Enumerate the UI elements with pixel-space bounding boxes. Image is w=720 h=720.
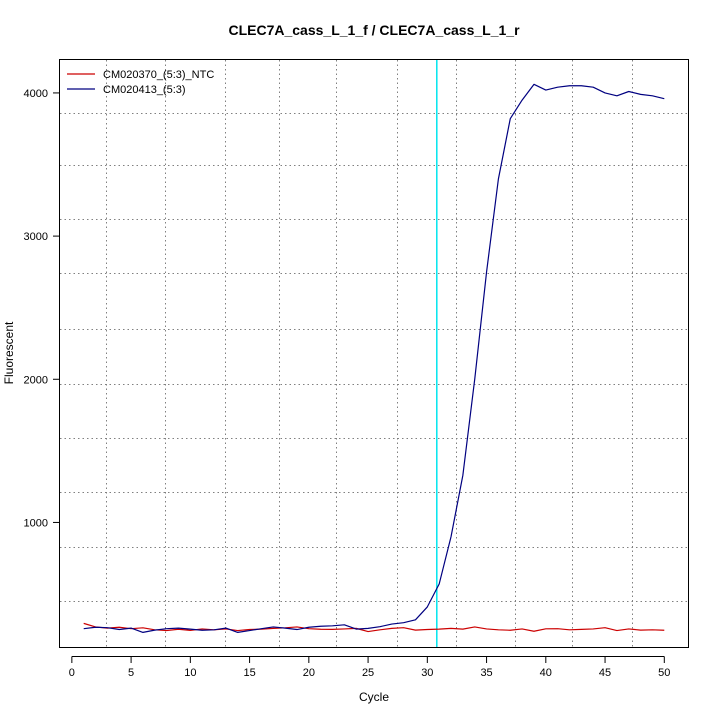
x-tick-label: 30 bbox=[421, 667, 433, 679]
y-tick-label: 4000 bbox=[24, 88, 48, 100]
y-axis-label: Fluorescent bbox=[2, 321, 16, 384]
series-line-1 bbox=[83, 622, 665, 633]
y-tick-label: 2000 bbox=[24, 374, 48, 386]
x-axis: 0 5 10 15 20 25 30 35 40 45 50 bbox=[69, 656, 670, 679]
x-tick-label: 40 bbox=[540, 667, 552, 679]
y-tick-label: 3000 bbox=[24, 231, 48, 243]
x-tick-label: 10 bbox=[184, 667, 196, 679]
y-tick-label: 1000 bbox=[24, 517, 48, 529]
y-axis: 1000 2000 3000 4000 bbox=[24, 88, 60, 529]
legend-label: CM020370_(5:3)_NTC bbox=[103, 69, 214, 81]
chart-title: CLEC7A_cass_L_1_f / CLEC7A_cass_L_1_r bbox=[228, 22, 520, 38]
legend-label: CM020413_(5:3) bbox=[103, 84, 186, 96]
series-line-2 bbox=[83, 83, 665, 634]
x-tick-label: 25 bbox=[362, 667, 374, 679]
x-axis-label: Cycle bbox=[359, 690, 389, 704]
x-tick-label: 45 bbox=[599, 667, 611, 679]
grid-layer bbox=[60, 60, 688, 647]
series-layer bbox=[83, 83, 665, 634]
plot-frame bbox=[59, 59, 689, 648]
x-tick-label: 5 bbox=[128, 667, 134, 679]
x-tick-label: 50 bbox=[658, 667, 670, 679]
x-tick-label: 15 bbox=[243, 667, 255, 679]
x-tick-label: 20 bbox=[303, 667, 315, 679]
legend: CM020370_(5:3)_NTC CM020413_(5:3) bbox=[67, 69, 214, 96]
x-tick-label: 35 bbox=[480, 667, 492, 679]
x-tick-label: 0 bbox=[69, 667, 75, 679]
